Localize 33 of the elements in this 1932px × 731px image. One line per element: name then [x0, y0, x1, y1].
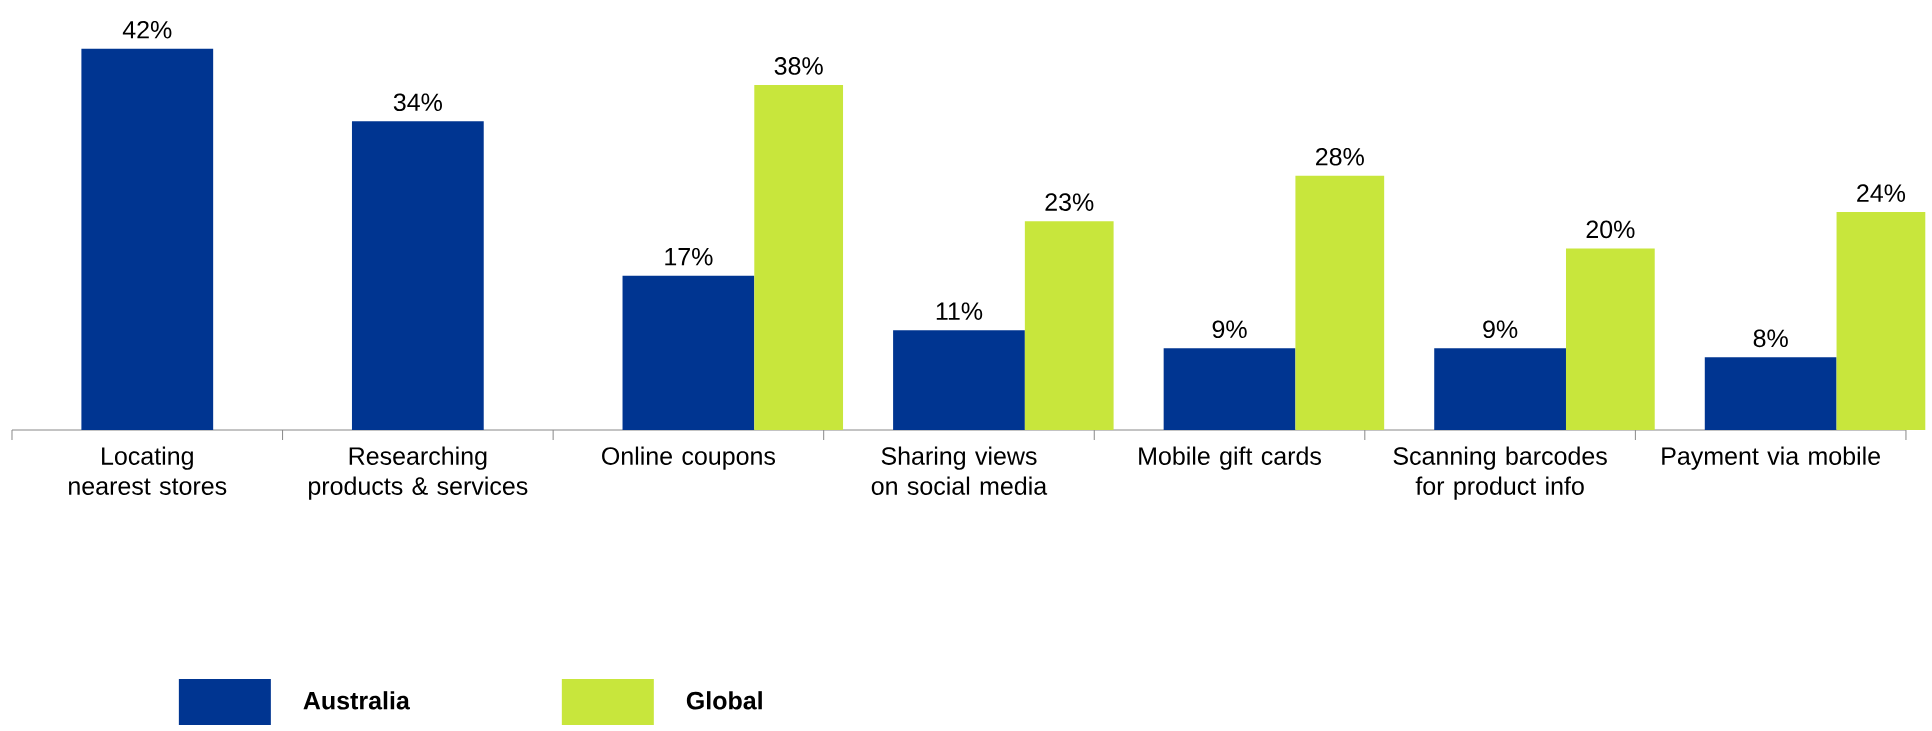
data-label: 38%: [774, 57, 823, 75]
bar: [1434, 348, 1566, 430]
data-label: 34%: [393, 93, 442, 112]
bar: [1704, 357, 1837, 430]
data-label: 23%: [1045, 193, 1094, 211]
x-tick-label: Payment via mobile: [1662, 446, 1880, 470]
bar: [754, 85, 844, 430]
data-label: 11%: [936, 302, 983, 320]
legend-label: Australia: [303, 691, 410, 710]
x-tick-label: Mobile gift cards: [1139, 446, 1321, 470]
bar: [81, 48, 214, 430]
x-tick-label: Locating nearest stores: [69, 446, 227, 495]
x-tick-label: Online coupons: [602, 446, 776, 470]
bar: [1836, 212, 1926, 430]
bar: [1024, 221, 1114, 430]
data-label: 42%: [122, 20, 172, 39]
x-tick-label: Sharing views on social media: [871, 446, 1048, 495]
data-label: 9%: [1212, 320, 1247, 339]
bar: [893, 330, 1025, 430]
bar: [1565, 248, 1655, 430]
x-tick-label: Researching products & services: [309, 446, 528, 500]
legend-label: Global: [686, 691, 762, 710]
data-label: 17%: [665, 247, 713, 266]
bar: [1295, 175, 1385, 430]
data-label: 9%: [1483, 320, 1518, 339]
bar: [1163, 348, 1296, 430]
bar: [622, 275, 755, 430]
x-tick-label: Scanning barcodes for product info: [1393, 446, 1607, 500]
bar: [351, 121, 484, 430]
data-label: 20%: [1586, 220, 1635, 239]
data-label: 28%: [1316, 147, 1364, 166]
data-label: 8%: [1753, 329, 1788, 348]
data-label: 24%: [1857, 184, 1906, 202]
